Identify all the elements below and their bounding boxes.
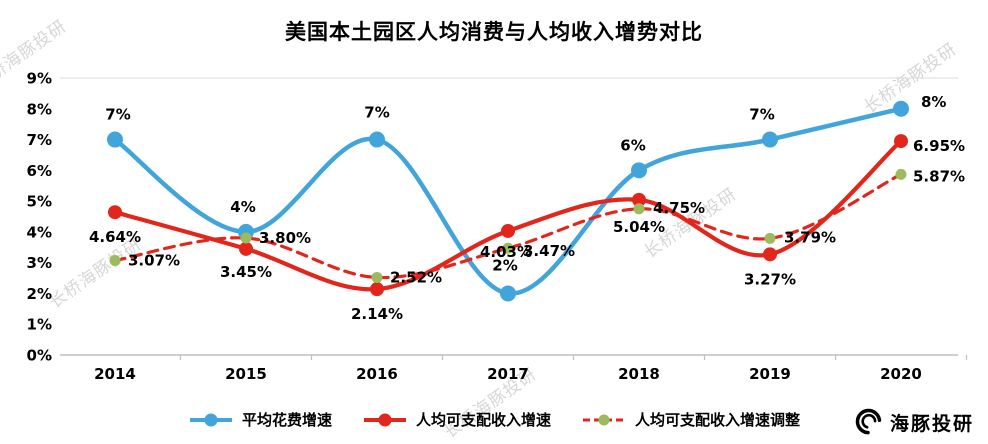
y-axis-label: 5% (27, 193, 52, 211)
data-point-marker (895, 168, 907, 180)
data-label: 2.14% (351, 305, 403, 323)
data-point-marker (632, 192, 646, 207)
data-point-marker (369, 131, 385, 148)
chart-legend: 平均花费增速 人均可支配收入增速 人均可支配收入增速调整 (0, 409, 988, 430)
data-label: 5.87% (913, 167, 965, 185)
x-axis-label: 2019 (749, 365, 791, 383)
y-axis-label: 4% (27, 223, 52, 241)
legend-marker (204, 413, 218, 426)
data-label: 4% (230, 198, 255, 216)
y-axis-label: 9% (27, 70, 52, 88)
data-label: 3.80% (259, 229, 311, 247)
x-axis-label: 2015 (225, 365, 267, 383)
legend-item-income-growth-adjusted: 人均可支配收入增速调整 (581, 409, 800, 430)
chart-title: 美国本土园区人均消费与人均收入增势对比 (285, 20, 703, 44)
data-point-marker (633, 203, 645, 215)
legend-label: 平均花费增速 (241, 411, 332, 429)
data-label: 3.45% (220, 263, 272, 281)
data-point-marker (894, 134, 908, 149)
data-label: 5.04% (613, 218, 665, 236)
data-label: 6% (620, 136, 645, 154)
y-axis-label: 3% (27, 254, 52, 272)
data-label: 3.47% (523, 242, 575, 260)
data-label: 3.27% (744, 270, 796, 288)
data-point-marker (500, 285, 516, 302)
data-label: 3.07% (128, 252, 180, 270)
data-point-marker (502, 242, 514, 254)
brand-mark: 海豚投研 (848, 408, 974, 436)
legend-label: 人均可支配收入增速调整 (635, 411, 801, 429)
data-label: 3.79% (784, 228, 836, 246)
legend-swatch-dashed-line (583, 414, 625, 425)
legend-swatch-red-line (363, 413, 406, 426)
data-label: 8% (921, 93, 946, 111)
data-label: 6.95% (913, 137, 965, 155)
data-point-marker (370, 282, 384, 297)
data-point-marker (763, 247, 777, 262)
data-label: 2.52% (390, 268, 442, 286)
data-point-marker (371, 271, 383, 283)
data-point-marker (631, 162, 647, 179)
x-axis-label: 2017 (487, 365, 529, 383)
y-axis-label: 1% (27, 316, 52, 334)
x-axis-label: 2014 (94, 365, 136, 383)
data-point-marker (764, 232, 776, 244)
y-axis-label: 7% (27, 131, 52, 149)
data-point-marker (107, 131, 123, 148)
data-label: 4.03% (480, 243, 532, 261)
y-axis-label: 8% (27, 100, 52, 118)
data-label: 7% (749, 106, 774, 124)
data-label: 7% (364, 104, 389, 122)
legend-item-avg-spend-growth: 平均花费增速 (188, 409, 332, 430)
y-axis-label: 0% (27, 347, 52, 365)
legend-swatch-blue-line (189, 413, 232, 426)
data-point-marker (239, 241, 253, 256)
data-point-marker (240, 232, 252, 244)
data-point-marker (108, 205, 122, 220)
y-axis-label: 6% (27, 162, 52, 180)
data-point-marker (109, 255, 121, 267)
data-point-marker (893, 100, 909, 117)
data-label: 2% (492, 256, 517, 274)
legend-item-income-growth: 人均可支配收入增速 (362, 409, 551, 430)
legend-label: 人均可支配收入增速 (415, 411, 551, 429)
brand-name: 海豚投研 (889, 412, 974, 435)
x-axis-label: 2016 (356, 365, 398, 383)
data-point-marker (762, 131, 778, 148)
y-axis-label: 2% (27, 285, 52, 303)
data-point-marker (501, 223, 515, 238)
data-label: 4.75% (653, 199, 705, 217)
dolphin-logo-icon (855, 408, 882, 435)
x-axis-label: 2018 (618, 365, 660, 383)
legend-marker (378, 413, 392, 426)
data-label: 4.64% (89, 228, 141, 246)
x-axis-label: 2020 (880, 365, 922, 383)
legend-marker (598, 414, 610, 425)
data-label: 7% (105, 106, 130, 124)
